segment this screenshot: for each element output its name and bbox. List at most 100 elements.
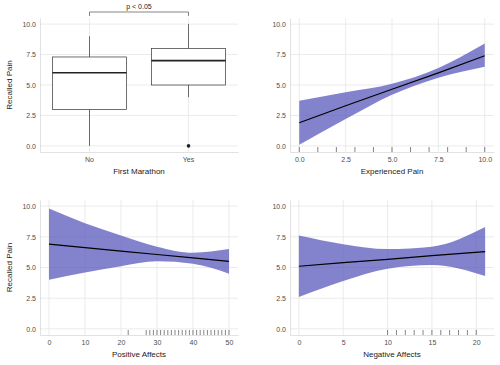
tick: Yes xyxy=(183,152,195,163)
confidence-band xyxy=(299,44,484,145)
tick: 10.0 xyxy=(272,203,290,210)
x-axis-title: Experienced Pain xyxy=(361,167,424,176)
box xyxy=(52,36,126,146)
rug-tick xyxy=(317,147,318,152)
y-axis: 0.02.55.07.510.0 xyxy=(272,19,290,153)
rug-tick xyxy=(221,330,222,335)
plot-area xyxy=(299,44,484,152)
grid-line xyxy=(157,200,158,335)
rug-tick xyxy=(484,147,485,152)
tick-label: 0 xyxy=(48,339,52,346)
grid-line xyxy=(40,328,238,329)
tick: 20 xyxy=(473,335,481,346)
tick: 0.0 xyxy=(26,143,40,150)
rug-tick xyxy=(429,147,430,152)
rug-tick xyxy=(476,330,477,335)
tick-label: 0.0 xyxy=(26,326,36,333)
panel: 0.02.55.07.510.0NoYesp < 0.05First Marat… xyxy=(5,3,239,176)
tick-label: 7.5 xyxy=(276,234,286,241)
rug-tick xyxy=(458,330,459,335)
tick: 5.0 xyxy=(276,264,290,271)
rug-tick xyxy=(157,330,158,335)
tick: 2.5 xyxy=(26,112,40,119)
axis-line xyxy=(291,335,495,336)
grid-line xyxy=(290,236,494,237)
axis-line xyxy=(40,19,41,153)
tick-label: 15 xyxy=(429,339,437,346)
grid-line xyxy=(290,206,494,207)
tick: No xyxy=(85,152,94,163)
grid xyxy=(290,200,494,335)
tick-label: 10 xyxy=(82,339,90,346)
box-body xyxy=(151,48,225,85)
tick: 10.0 xyxy=(22,21,40,28)
tick: 0 xyxy=(297,335,301,346)
fit-line xyxy=(299,56,484,123)
tick: 5.0 xyxy=(26,264,40,271)
plot-area xyxy=(299,227,485,335)
whisker-low xyxy=(188,85,189,97)
box-body xyxy=(52,57,126,109)
tick: 7.5 xyxy=(26,234,40,241)
tick: 7.5 xyxy=(434,152,444,163)
rug-tick xyxy=(423,330,424,335)
tick-label: 20 xyxy=(473,339,481,346)
confidence-band xyxy=(299,227,485,297)
tick-label: 7.5 xyxy=(276,51,286,58)
rug-tick xyxy=(178,330,179,335)
tick: 15 xyxy=(429,335,437,346)
tick-label: 2.5 xyxy=(276,112,286,119)
grid-line xyxy=(40,115,238,116)
tick: 10 xyxy=(384,335,392,346)
grid-line xyxy=(290,298,494,299)
x-axis: 01020304050 xyxy=(41,335,239,346)
tick: 40 xyxy=(190,335,198,346)
rug-tick xyxy=(164,330,165,335)
tick-label: 0.0 xyxy=(295,156,305,163)
tick: 5.0 xyxy=(388,152,398,163)
tick-label: 50 xyxy=(226,339,234,346)
rug-tick xyxy=(405,330,406,335)
grid-line xyxy=(345,18,346,152)
tick: 0.0 xyxy=(276,326,290,333)
rug-tick xyxy=(392,147,393,152)
whisker-low xyxy=(89,109,90,146)
rug-tick xyxy=(410,147,411,152)
rug-tick xyxy=(354,147,355,152)
tick-label: 0.0 xyxy=(276,143,286,150)
confidence-band xyxy=(49,209,229,280)
rug-tick xyxy=(414,330,415,335)
grid-line xyxy=(484,18,485,152)
tick-label: 5.0 xyxy=(26,264,36,271)
rug-tick xyxy=(214,330,215,335)
rug-tick xyxy=(207,330,208,335)
rug-tick xyxy=(146,330,147,335)
axis-line xyxy=(290,19,291,153)
rug-tick xyxy=(196,330,197,335)
annotation: p < 0.05 xyxy=(126,3,152,11)
y-axis-title: Recalled Pain xyxy=(5,243,14,292)
median xyxy=(151,60,225,62)
axis-line xyxy=(291,152,495,153)
grid xyxy=(290,18,494,152)
plot-area xyxy=(49,209,229,335)
rug-tick xyxy=(229,330,230,335)
x-axis: 05101520 xyxy=(291,335,495,346)
axis-line xyxy=(290,201,291,336)
tick: 0.0 xyxy=(26,326,40,333)
x-axis-title: First Marathon xyxy=(113,167,165,176)
tick-label: 10.0 xyxy=(478,156,492,163)
tick-label: 7.5 xyxy=(434,156,444,163)
tick: 10.0 xyxy=(272,21,290,28)
tick-label: 10.0 xyxy=(22,21,36,28)
tick-label: No xyxy=(85,156,94,163)
rug-tick xyxy=(200,330,201,335)
whisker-high xyxy=(188,24,189,48)
tick-label: 5.0 xyxy=(276,264,286,271)
panel: 0.02.55.07.510.005101520Negative Affects xyxy=(272,200,494,359)
grid-line xyxy=(290,328,494,329)
tick-label: 7.5 xyxy=(26,234,36,241)
box xyxy=(151,24,225,148)
rug-tick xyxy=(189,330,190,335)
grid-line xyxy=(40,206,238,207)
